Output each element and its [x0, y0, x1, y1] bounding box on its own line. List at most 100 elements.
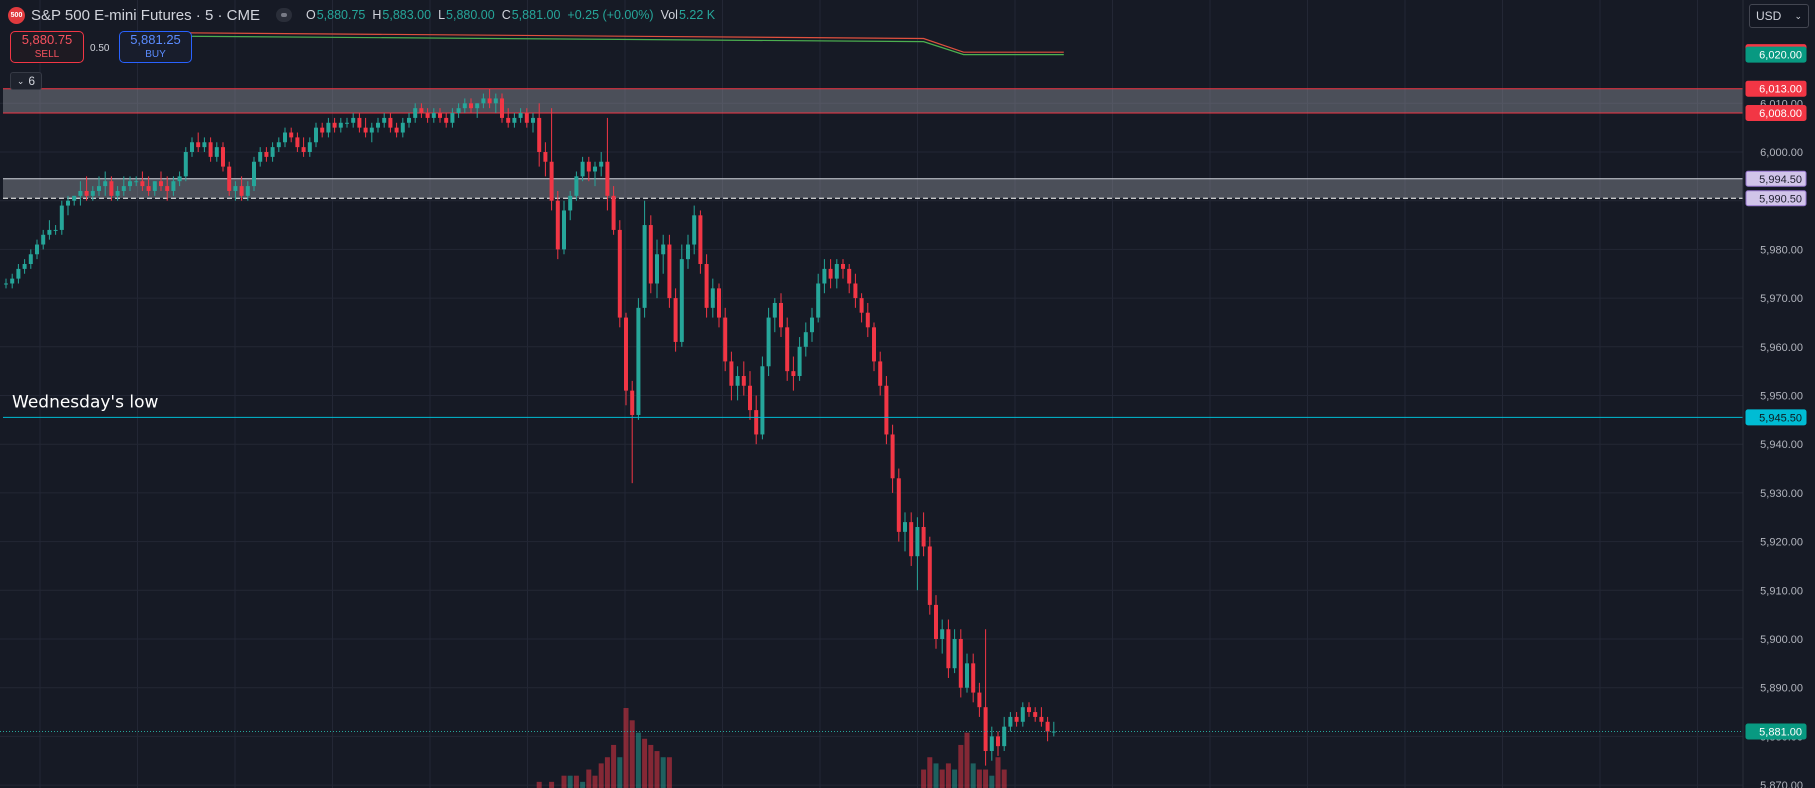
symbol-logo: 500: [8, 6, 25, 24]
candle-body: [667, 244, 672, 299]
candle-body: [568, 195, 573, 211]
candle-body: [989, 736, 994, 752]
y-tick-label: 5,920.00: [1760, 537, 1803, 549]
candle-body: [469, 103, 473, 109]
volume-bar: [921, 769, 927, 788]
candle-body: [915, 526, 920, 557]
candle-body: [952, 639, 957, 669]
candle-body: [382, 117, 387, 123]
candle-body: [698, 215, 703, 265]
candle-body: [450, 113, 455, 123]
candle-body: [822, 268, 827, 284]
volume-bar: [536, 781, 542, 788]
price-axis-background: [1743, 0, 1815, 788]
ohlc-legend: O5,880.75 H5,883.00 L5,880.00 C5,881.00 …: [306, 8, 715, 22]
indicators-toggle-button[interactable]: ⌄ 6: [10, 72, 42, 90]
candle-body: [1002, 726, 1007, 747]
candle-body: [326, 122, 331, 133]
volume-bar: [939, 769, 945, 788]
candle-body: [803, 332, 808, 347]
candle-body: [965, 663, 969, 688]
candle-body: [171, 181, 176, 191]
candle-body: [289, 132, 294, 138]
candle-body: [407, 117, 411, 123]
volume-bar: [1001, 769, 1007, 788]
candle-body: [16, 268, 21, 279]
candle-body: [779, 302, 783, 328]
chevron-down-icon: ⌄: [1794, 10, 1802, 21]
y-tick-label: 5,910.00: [1760, 585, 1803, 597]
indicators-count: 6: [28, 74, 36, 88]
candle-body: [233, 186, 238, 191]
volume-bar: [983, 769, 989, 788]
candle-body: [66, 200, 70, 206]
candle-body: [1027, 707, 1031, 713]
high-label: H: [372, 8, 382, 22]
candle-body: [834, 264, 839, 279]
volume-bar: [654, 751, 660, 788]
candle-body: [431, 113, 436, 118]
candle-body: [586, 161, 591, 172]
symbol-title[interactable]: S&P 500 E-mini Futures · 5 · CME: [31, 6, 260, 24]
candle-body: [1033, 712, 1038, 717]
candle-body: [723, 317, 728, 362]
price-level-label: 6,013.00: [1759, 84, 1802, 96]
candle-body: [630, 390, 635, 415]
candle-body: [692, 215, 697, 245]
candle-body: [636, 307, 641, 415]
price-level-tag: [1745, 46, 1807, 63]
candle-body: [10, 278, 15, 284]
candle-body: [890, 434, 895, 479]
symbol-header[interactable]: 500 S&P 500 E-mini Futures · 5 · CME O5,…: [8, 4, 715, 26]
candle-body: [748, 385, 752, 411]
candle-body: [537, 117, 542, 152]
candle-body: [797, 346, 802, 377]
buy-button[interactable]: 5,881.25 BUY: [119, 31, 192, 63]
currency-value: USD: [1756, 9, 1782, 23]
candle-body: [115, 190, 120, 196]
candle-body: [357, 117, 362, 128]
volume-bar: [623, 708, 629, 788]
candle-body: [549, 161, 554, 201]
candle-body: [196, 142, 201, 148]
volume-bar: [666, 757, 672, 788]
y-tick-label: 5,870.00: [1760, 780, 1803, 788]
price-level-label: 6,008.00: [1759, 108, 1802, 120]
candle-body: [580, 161, 585, 177]
wednesday-low-label: Wednesday's low: [12, 392, 158, 412]
sell-price: 5,880.75: [21, 32, 73, 47]
price-level-label: 5,945.50: [1759, 412, 1802, 424]
candle-body: [481, 98, 486, 104]
candle-body: [376, 122, 380, 128]
candle-body: [921, 526, 926, 547]
candle-body: [741, 376, 746, 386]
volume-bar: [580, 781, 586, 788]
candle-body: [766, 317, 771, 367]
currency-select[interactable]: USD ⌄: [1749, 4, 1809, 28]
candlesticks: [4, 88, 1056, 766]
candle-body: [642, 225, 647, 308]
candle-body: [363, 127, 368, 133]
candle-body: [90, 190, 95, 196]
candle-body: [134, 181, 139, 183]
buy-price: 5,881.25: [130, 32, 181, 47]
candle-body: [500, 98, 504, 118]
sell-label: SELL: [34, 49, 60, 60]
candle-body: [878, 361, 883, 386]
change-value: +0.25 (+0.00%): [567, 8, 654, 22]
candle-body: [183, 152, 188, 177]
candle-body: [1014, 716, 1019, 722]
visibility-eye-icon[interactable]: [275, 8, 292, 22]
sell-button[interactable]: 5,880.75 SELL: [10, 31, 84, 63]
moving-average-line: [167, 35, 1064, 56]
candle-body: [543, 152, 548, 162]
low-label: L: [438, 8, 446, 22]
volume-bar: [660, 757, 666, 788]
candle-body: [128, 181, 132, 187]
candle-body: [252, 161, 256, 187]
candle-body: [617, 229, 622, 318]
candle-body: [227, 166, 232, 191]
candle-body: [853, 283, 858, 299]
price-level-label: 5,994.50: [1759, 174, 1802, 186]
